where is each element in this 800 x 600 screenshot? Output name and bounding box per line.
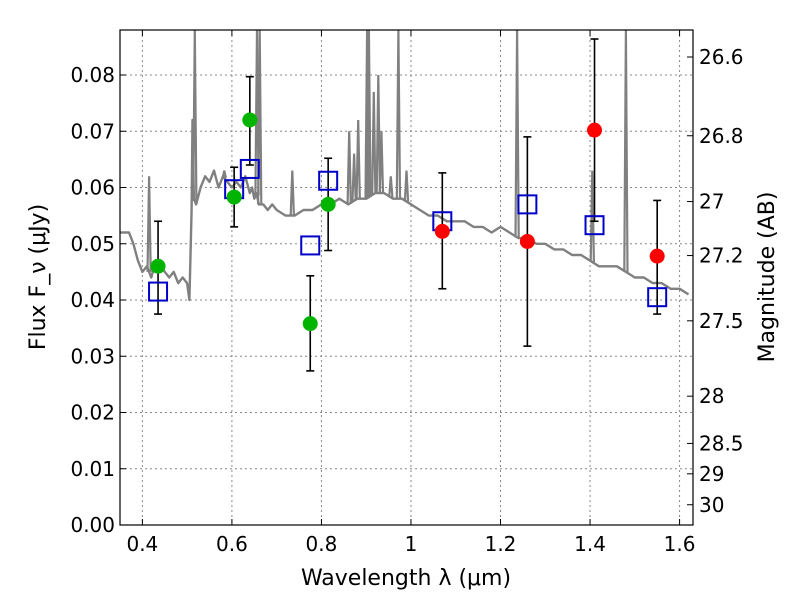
emission-line	[388, 176, 394, 198]
model-photometry-square	[148, 281, 169, 302]
y-tick-label: 0.05	[70, 232, 115, 256]
x-tick-label: 0.4	[126, 532, 158, 556]
y-tick-label: 0.04	[70, 288, 115, 312]
axes: 0.4 0.6 0.8 1 1.2 1.4 1.6 0.00 0.01 0.02 0.03 0.04 0…	[70, 30, 744, 556]
emission-line	[378, 131, 385, 194]
x-tick-label: 1	[405, 532, 418, 556]
y2-tick-label: 26.6	[699, 45, 744, 69]
observed-photometry-point	[302, 316, 318, 332]
emission-line	[375, 74, 381, 194]
plot-frame	[119, 29, 694, 526]
observed-photometry-point	[587, 122, 603, 138]
y-tick-label: 0.07	[70, 119, 115, 143]
emission-line	[289, 170, 295, 216]
x-tick-label: 0.6	[216, 532, 248, 556]
emission-line	[366, 30, 372, 198]
emission-line	[257, 30, 263, 205]
emission-line	[221, 170, 227, 179]
model-photometry-square	[239, 158, 260, 179]
plot-background	[120, 30, 693, 525]
x-tick-label: 1.6	[664, 532, 696, 556]
model-photometry-square	[318, 170, 339, 191]
y-tick-label: 0.06	[70, 176, 115, 200]
y-axis-label: Flux F_ν (μJy)	[26, 204, 51, 350]
observed-photometry-point	[242, 112, 258, 128]
emission-line	[355, 119, 361, 199]
x-tick-label: 0.8	[306, 532, 338, 556]
markers	[148, 112, 668, 332]
y2-axis-label: Magnitude (AB)	[755, 192, 780, 363]
x-tick-label: 1.2	[485, 532, 517, 556]
x-axis-label: Wavelength λ (μm)	[301, 566, 511, 591]
observed-photometry-point	[434, 223, 450, 239]
observed-photometry-point	[226, 189, 242, 205]
model-photometry-square	[517, 194, 538, 215]
emission-line	[623, 30, 629, 272]
y-tick-label: 0.00	[70, 513, 115, 537]
y-tick-label: 0.01	[70, 457, 115, 481]
model-photometry-square	[584, 215, 605, 236]
x-tick-label: 1.4	[574, 532, 606, 556]
y2-tick-label: 27.2	[699, 244, 744, 268]
emission-line	[395, 30, 402, 199]
y-tick-label: 0.02	[70, 401, 115, 425]
observed-photometry-point	[150, 258, 166, 274]
emission-line	[192, 30, 198, 202]
y2-tick-label: 27	[699, 190, 724, 214]
emission-line	[514, 30, 520, 238]
observed-photometry-point	[649, 248, 665, 264]
y2-tick-label: 28	[699, 384, 724, 408]
observed-photometry-point	[519, 234, 535, 249]
emission-line	[371, 91, 377, 195]
y2-tick-label: 26.8	[699, 124, 744, 148]
y-tick-label: 0.08	[70, 63, 115, 87]
model-photometry-square	[647, 287, 668, 308]
y2-tick-label: 27.5	[699, 309, 744, 333]
y2-tick-label: 28.5	[699, 431, 744, 455]
model-photometry-square	[300, 235, 321, 256]
emission-line	[589, 170, 595, 263]
y2-tick-label: 29	[699, 462, 724, 486]
emission-line	[403, 170, 410, 202]
observed-photometry-point	[320, 196, 336, 212]
plot-area	[120, 30, 690, 302]
emission-line	[346, 131, 352, 204]
emission-line	[351, 153, 357, 201]
spectrum-line	[120, 118, 690, 302]
y-tick-label: 0.03	[70, 344, 115, 368]
y2-tick-label: 30	[699, 493, 724, 517]
emission-line	[146, 176, 152, 272]
